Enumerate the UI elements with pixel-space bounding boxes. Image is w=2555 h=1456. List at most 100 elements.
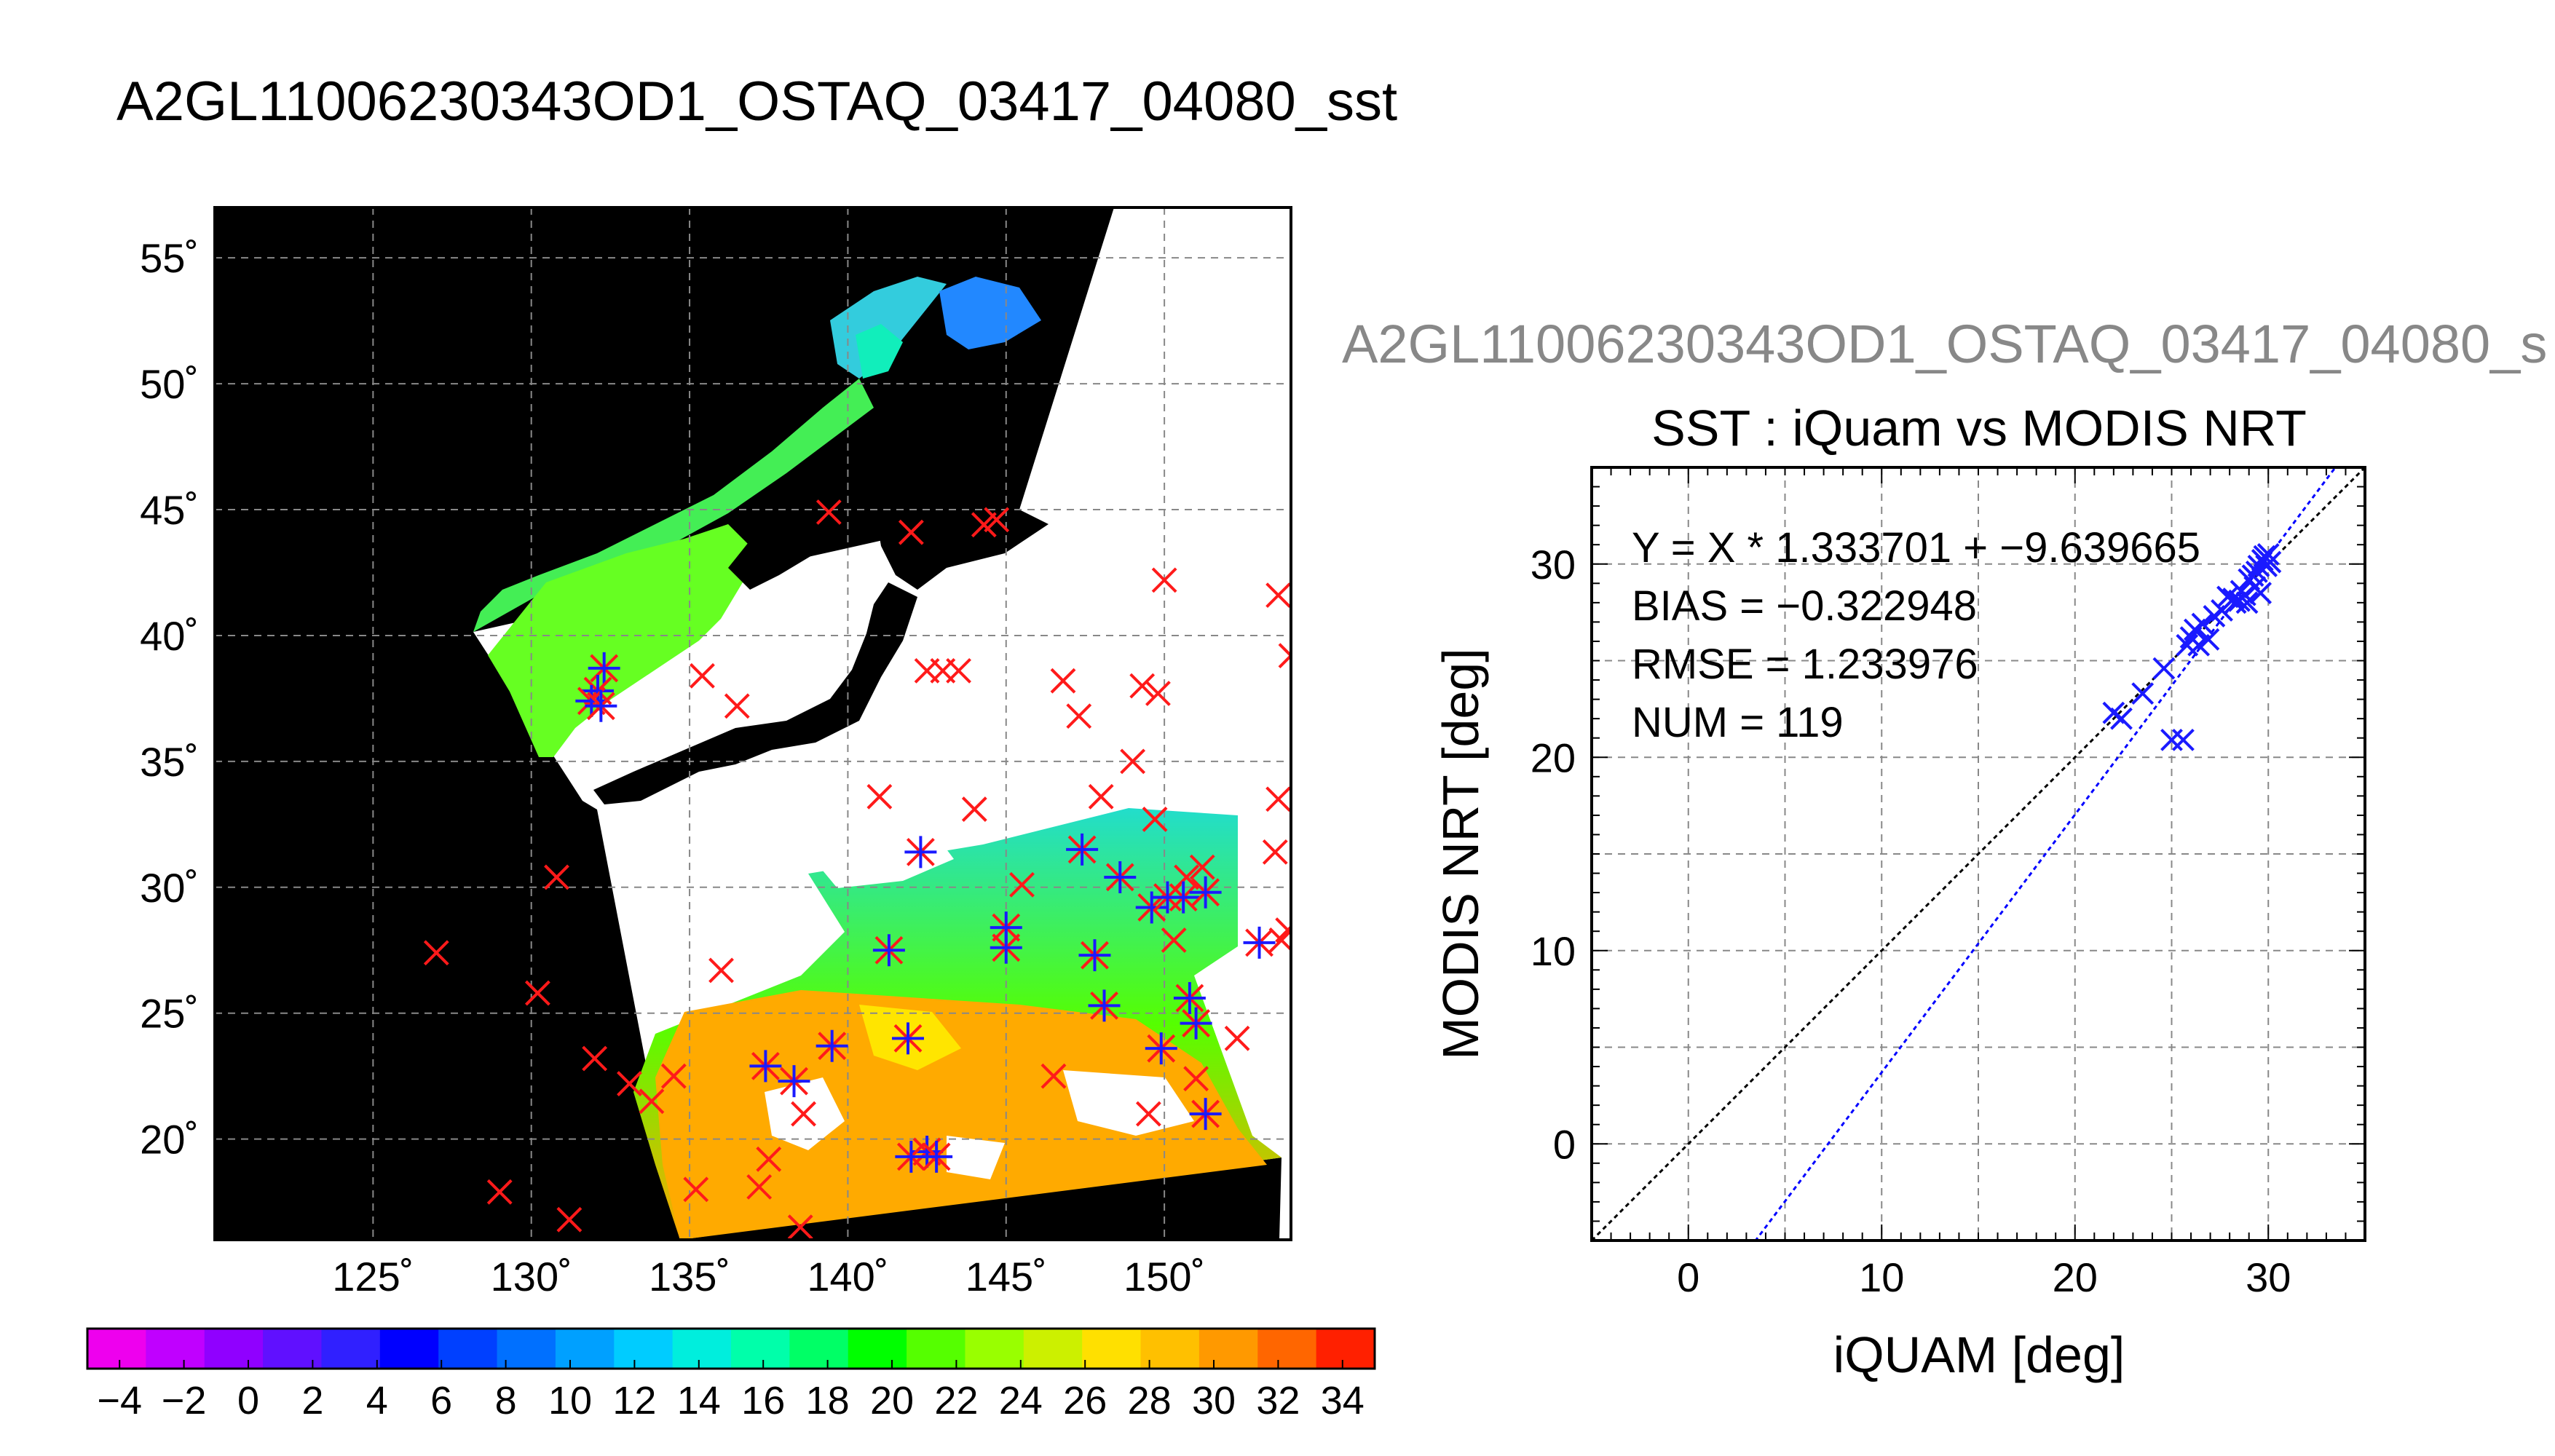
map-marker-matched	[585, 689, 617, 722]
colorbar-tick-label: 10	[548, 1379, 592, 1423]
colorbar-tick-label: 8	[495, 1379, 517, 1423]
colorbar-segment	[789, 1329, 849, 1369]
colorbar-tick-label: −4	[97, 1379, 142, 1423]
colorbar-tick-label: 32	[1256, 1379, 1300, 1423]
colorbar-segment	[1257, 1329, 1317, 1369]
map-ytick-label: 25˚	[140, 991, 199, 1037]
map-marker-unmatched	[1265, 786, 1291, 812]
map-marker-unmatched	[639, 1088, 665, 1115]
colorbar-tick-label: 24	[999, 1379, 1043, 1423]
scatter-points	[2102, 543, 2282, 751]
map-marker-unmatched	[1040, 1063, 1067, 1089]
map-ytick-label: 20˚	[140, 1117, 199, 1163]
map-marker-unmatched	[1265, 582, 1291, 609]
colorbar-segment	[848, 1329, 907, 1369]
map-marker-matched	[872, 934, 905, 967]
map-marker-matched	[816, 1029, 848, 1062]
map-marker-matched	[1189, 1098, 1222, 1131]
map-marker-matched	[749, 1050, 782, 1083]
map-marker-unmatched	[914, 657, 940, 684]
colorbar-segment	[87, 1329, 146, 1369]
colorbar-tick-label: 30	[1192, 1379, 1236, 1423]
map-marker-matched	[588, 652, 620, 684]
map-marker-matched	[1078, 939, 1111, 972]
map-marker-unmatched	[1009, 871, 1035, 898]
scatter-ylabel: MODIS NRT [deg]	[1432, 648, 1489, 1059]
colorbar-tick-label: 26	[1063, 1379, 1107, 1423]
map-marker-unmatched	[866, 783, 893, 810]
map-marker-matched	[1173, 981, 1206, 1014]
scatter-annotation: Y = X * 1.333701 + −9.639665	[1632, 524, 2200, 571]
colorbar-tick-label: 34	[1321, 1379, 1365, 1423]
secondary-title: A2GL11006230343OD1_OSTAQ_03417_04080_s	[1342, 314, 2547, 374]
scatter-point	[2172, 728, 2195, 751]
colorbar-segment	[321, 1329, 381, 1369]
map-ytick-label: 35˚	[140, 739, 199, 785]
map-marker-unmatched	[984, 507, 1010, 533]
scatter-point	[2256, 543, 2280, 566]
map-tick-labels: 125˚ 130˚ 135˚ 140˚ 145˚ 150˚ 55˚ 50˚ 45˚ 40˚ 35˚ 3…	[140, 235, 1205, 1299]
colorbar-segment	[1023, 1329, 1083, 1369]
map-marker-unmatched	[971, 512, 997, 538]
colorbar-tick-label: 12	[612, 1379, 656, 1423]
colorbar-tick-label: 28	[1128, 1379, 1172, 1423]
okhotsk-south-region	[856, 324, 903, 379]
map-ytick-label: 45˚	[140, 487, 199, 533]
map-xtick-label: 145˚	[965, 1254, 1047, 1299]
colorbar-segment	[1198, 1329, 1258, 1369]
map-marker-unmatched	[1066, 703, 1092, 729]
map-marker-matched	[1243, 926, 1276, 959]
map-ytick-label: 30˚	[140, 865, 199, 911]
map-marker-unmatched	[1129, 673, 1156, 699]
map-marker-unmatched	[1262, 839, 1288, 865]
map-xtick-label: 125˚	[332, 1254, 414, 1299]
map-marker-matched	[904, 836, 937, 869]
identity-line	[1592, 467, 2365, 1241]
map-marker-unmatched	[1224, 1025, 1250, 1051]
colorbar-tick-label: 2	[301, 1379, 323, 1423]
scatter-point	[2110, 707, 2133, 730]
scatter-ytick-label: 0	[1553, 1121, 1576, 1167]
scatter-point	[2197, 628, 2220, 651]
scatter-point	[2191, 612, 2214, 636]
map-marker-unmatched	[724, 693, 750, 719]
map-frame	[213, 206, 1292, 1241]
map-marker-matched	[575, 684, 608, 717]
map-marker-unmatched	[524, 980, 550, 1006]
map-marker-unmatched	[898, 519, 924, 545]
map-marker-unmatched	[423, 940, 449, 966]
map-marker-unmatched	[544, 864, 569, 890]
map-marker-unmatched	[961, 796, 987, 823]
colorbar-tick-label: −2	[162, 1379, 207, 1423]
map-xtick-label: 135˚	[649, 1254, 730, 1299]
map-marker-unmatched	[556, 1206, 583, 1233]
scatter-xtick-label: 0	[1677, 1254, 1699, 1300]
map-xtick-label: 150˚	[1124, 1254, 1205, 1299]
map-marker-unmatched	[690, 662, 715, 689]
map-marker-unmatched	[1278, 643, 1291, 669]
map-marker-matched	[1066, 833, 1099, 866]
scatter-panel: SST : iQuam vs MODIS NRT 0 10 20 300102030 …	[1432, 400, 2366, 1383]
scatter-ytick-label: 30	[1531, 542, 1576, 587]
map-marker-unmatched	[1120, 748, 1146, 775]
colorbar-segment	[438, 1329, 498, 1369]
okhotsk-east-region	[939, 277, 1041, 349]
colorbar-segment	[965, 1329, 1024, 1369]
sst-colorbar: −4 −2 0 2 4 6 8 10 12 14 16 18 20 22 24 26 28 30 32 34	[86, 1327, 1376, 1423]
sst-map-panel: 125˚ 130˚ 135˚ 140˚ 145˚ 150˚ 55˚ 50˚ 45˚ 40˚ 35˚ 3…	[140, 206, 1292, 1299]
colorbar-tick-label: 4	[366, 1379, 388, 1423]
cloud-patch-d	[801, 823, 954, 888]
map-marker-unmatched	[787, 1214, 813, 1240]
map-marker-unmatched	[1050, 668, 1076, 694]
scatter-ticks: 0 10 20 30 0 10 20 30	[1531, 467, 2366, 1300]
map-marker-unmatched	[1183, 1066, 1209, 1092]
colorbar-segment	[379, 1329, 439, 1369]
map-marker-unmatched	[660, 1063, 687, 1089]
scatter-annotation: BIAS = −0.322948	[1632, 582, 1977, 630]
cloud-patch-c	[947, 1136, 1005, 1179]
colorbar-segment	[1140, 1329, 1200, 1369]
colorbar-tick-label: 6	[430, 1379, 452, 1423]
map-marker-unmatched	[1145, 681, 1171, 706]
map-marker-matched	[1145, 1032, 1177, 1065]
